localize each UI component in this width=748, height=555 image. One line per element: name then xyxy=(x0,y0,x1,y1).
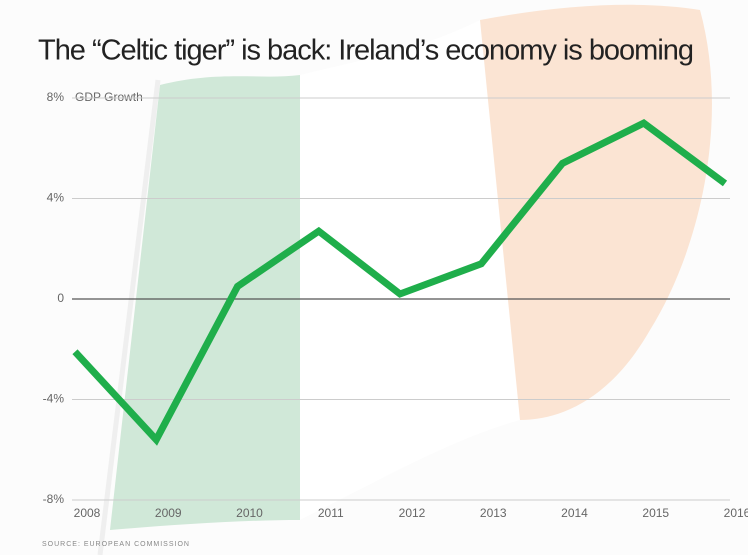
x-tick-label: 2010 xyxy=(236,506,263,520)
x-tick-label: 2016 xyxy=(724,506,748,520)
x-tick-label: 2008 xyxy=(74,506,101,520)
x-tick-label: 2014 xyxy=(561,506,588,520)
flag-orange xyxy=(480,4,712,421)
x-tick-label: 2013 xyxy=(480,506,507,520)
x-tick-label: 2015 xyxy=(642,506,669,520)
data-line xyxy=(72,119,728,446)
x-tick-label: 2009 xyxy=(155,506,182,520)
y-tick-label: -8% xyxy=(43,492,65,506)
x-tick-label: 2011 xyxy=(318,506,344,520)
x-tick-label: 2012 xyxy=(399,506,426,520)
y-tick-label: 8% xyxy=(47,90,65,104)
source: SOURCE: EUROPEAN COMMISSION xyxy=(42,541,190,548)
y-axis-label: GDP Growth xyxy=(75,90,143,104)
y-tick-label: 4% xyxy=(47,191,65,205)
chart-title: The “Celtic tiger” is back: Ireland’s ec… xyxy=(38,35,694,67)
flag-white xyxy=(300,20,520,520)
y-tick-label: 0 xyxy=(57,291,64,305)
flag-green xyxy=(110,75,300,530)
flag-pole xyxy=(97,79,161,555)
y-tick-label: -4% xyxy=(43,392,65,406)
